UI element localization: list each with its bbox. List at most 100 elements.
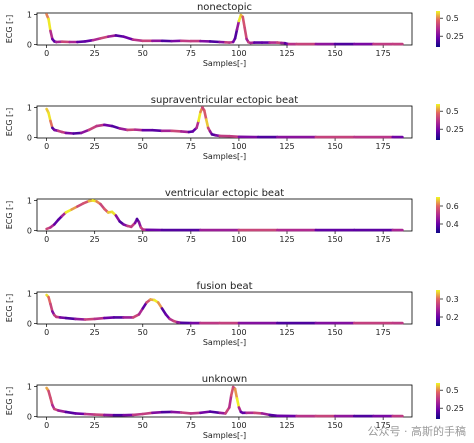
x-axis-label: Samples[-] — [203, 338, 246, 347]
x-tick-label: 150 — [327, 235, 342, 244]
x-tick-label: 100 — [231, 235, 246, 244]
x-axis-label: Samples[-] — [203, 431, 246, 440]
chart-title: supraventricular ectopic beat — [151, 95, 299, 106]
colorbar-tick-label: 0.5 — [446, 386, 459, 395]
series-segment — [228, 134, 241, 139]
x-tick-label: 150 — [327, 49, 342, 58]
x-tick-label: 100 — [231, 142, 246, 151]
series-segment — [110, 124, 121, 130]
x-tick-label: 25 — [90, 235, 100, 244]
series-segment — [91, 37, 102, 42]
x-tick-label: 175 — [376, 49, 391, 58]
x-tick-label: 100 — [231, 49, 246, 58]
colorbar-tick-label: 0.2 — [446, 313, 459, 322]
axes-frame — [36, 12, 413, 46]
x-tick-label: 100 — [231, 328, 246, 337]
x-tick-label: 75 — [186, 49, 196, 58]
chart-panel-2: supraventricular ectopic beat 0 25 50 75 100 1… — [5, 95, 464, 161]
colorbar-tick-label: 0.25 — [446, 125, 464, 134]
x-tick-label: 0 — [44, 421, 49, 430]
series-segment — [235, 19, 241, 31]
chart-panel-5: unknown 0 25 50 75 100 125 150 175 0 1 Samples[-] EC… — [5, 374, 464, 440]
y-axis-label: ECG [-] — [5, 294, 14, 323]
x-tick-label: 100 — [231, 421, 246, 430]
axes-frame — [36, 198, 413, 232]
x-tick-label: 75 — [186, 328, 196, 337]
series-segment — [199, 410, 212, 415]
y-tick-label: 0 — [27, 133, 32, 142]
series-segment — [56, 409, 68, 414]
chart-panel-3: ventricular ectopic beat 0 25 50 75 100 125 150… — [5, 188, 459, 244]
x-tick-label: 125 — [279, 49, 294, 58]
colorbar-tick-label: 0.5 — [446, 14, 459, 23]
chart-panel-4: fusion beat 0 25 50 75 100 125 150 175 0 1 Samples[… — [5, 281, 459, 347]
axes-frame — [36, 105, 413, 139]
x-tick-label: 125 — [279, 142, 294, 151]
series-segment — [228, 394, 233, 409]
y-axis-label: ECG [-] — [5, 108, 14, 137]
colorbar — [436, 383, 440, 419]
colorbar-tick-label: 0.4 — [446, 220, 459, 229]
x-tick-label: 0 — [44, 49, 49, 58]
y-tick-label: 0 — [27, 319, 32, 328]
colorbar-tick-label: 0.25 — [446, 404, 464, 413]
x-tick-label: 50 — [138, 49, 148, 58]
y-axis-label: ECG [-] — [5, 201, 14, 230]
colorbar — [436, 197, 440, 233]
x-tick-label: 25 — [90, 142, 100, 151]
x-tick-label: 150 — [327, 328, 342, 337]
x-tick-label: 175 — [376, 328, 391, 337]
y-tick-label: 0 — [27, 412, 32, 421]
x-tick-label: 150 — [327, 421, 342, 430]
series-segment — [170, 129, 183, 133]
series-segment — [204, 118, 210, 130]
series-segment — [74, 317, 87, 321]
colorbar-tick-label: 0.5 — [446, 107, 459, 116]
x-tick-label: 175 — [376, 421, 391, 430]
y-tick-label: 0 — [27, 226, 32, 235]
series-segment — [260, 412, 271, 417]
chart-title: nonectopic — [197, 2, 252, 13]
series-segment — [79, 128, 91, 135]
series-segment — [64, 316, 77, 321]
x-tick-label: 175 — [376, 235, 391, 244]
y-axis-label: ECG [-] — [5, 15, 14, 44]
colorbar — [436, 290, 440, 326]
colorbar — [436, 104, 440, 140]
chart-title: fusion beat — [196, 281, 252, 292]
series-segment — [83, 317, 96, 321]
x-tick-label: 0 — [44, 328, 49, 337]
x-tick-label: 125 — [279, 235, 294, 244]
series-segment — [47, 111, 52, 123]
series-segment — [208, 40, 221, 44]
series-segment — [170, 410, 183, 414]
chart-title: ventricular ectopic beat — [165, 188, 284, 199]
series-segment — [99, 35, 110, 40]
colorbar-tick-label: 0.3 — [446, 295, 459, 304]
series-segment — [241, 15, 246, 30]
series-segment — [151, 128, 164, 133]
series-segment — [243, 26, 248, 41]
y-tick-label: 0 — [27, 40, 32, 49]
x-tick-label: 50 — [138, 328, 148, 337]
series-segment — [49, 29, 54, 41]
colorbar-tick-label: 0.25 — [446, 32, 464, 41]
x-tick-label: 25 — [90, 49, 100, 58]
y-tick-label: 1 — [27, 196, 32, 205]
x-tick-label: 25 — [90, 328, 100, 337]
series-segment — [235, 397, 241, 409]
x-axis-label: Samples[-] — [203, 59, 246, 68]
y-tick-label: 1 — [27, 289, 32, 298]
y-tick-label: 1 — [27, 103, 32, 112]
series-segment — [189, 411, 202, 415]
series-segment — [233, 28, 239, 40]
series-segment — [151, 410, 164, 415]
axes-frame — [36, 384, 413, 418]
series-segment — [203, 109, 208, 121]
x-tick-label: 75 — [186, 235, 196, 244]
series-segment — [197, 110, 202, 123]
series-segment — [103, 316, 116, 320]
series-segment — [83, 412, 96, 416]
x-tick-label: 125 — [279, 421, 294, 430]
